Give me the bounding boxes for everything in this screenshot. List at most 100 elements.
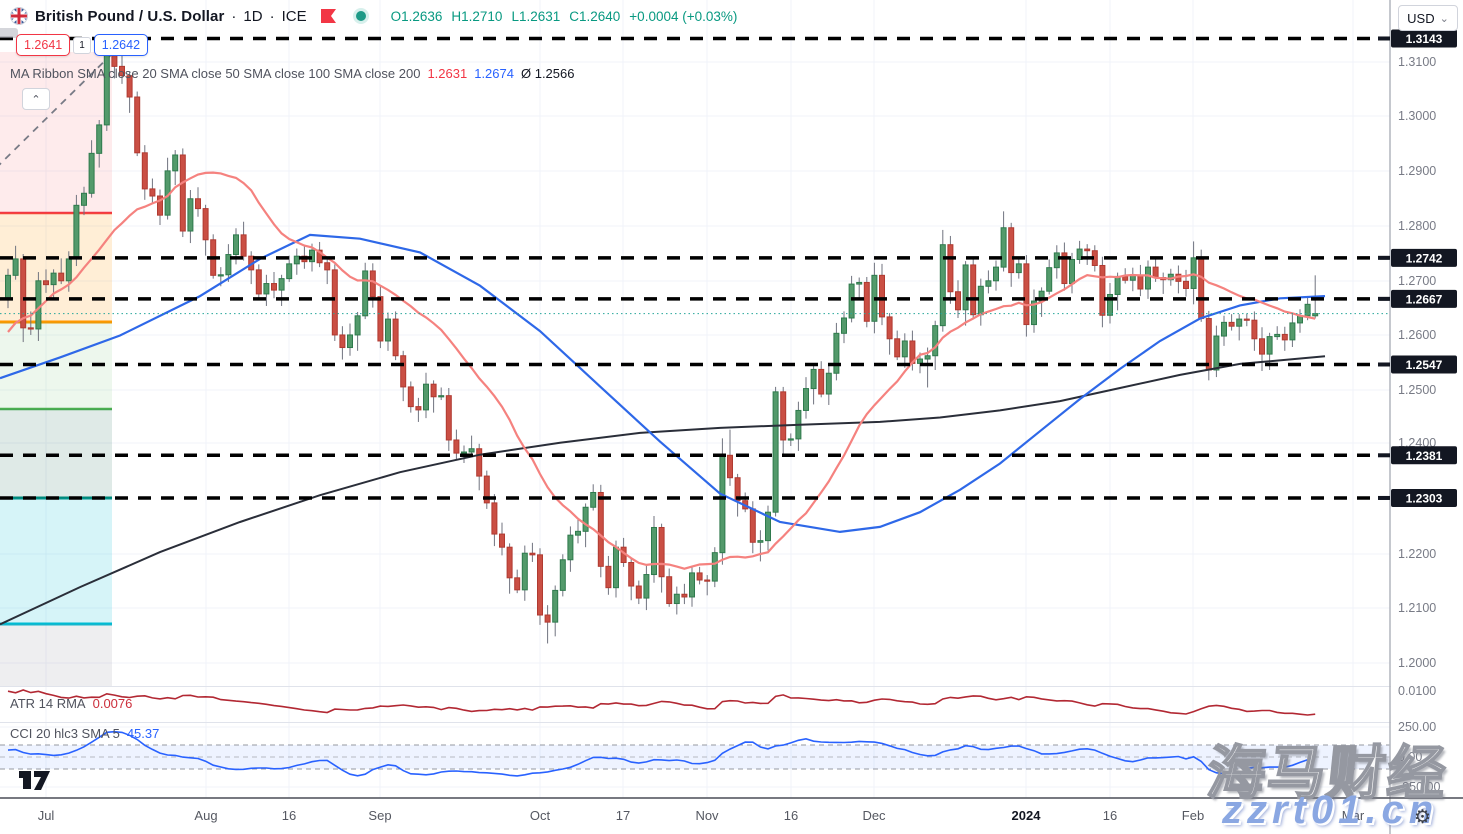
atr-legend[interactable]: ATR 14 RMA 0.0076 [10, 696, 132, 711]
candle[interactable] [681, 593, 688, 598]
candle[interactable] [43, 280, 49, 286]
candle[interactable] [461, 451, 467, 454]
candle[interactable] [499, 533, 505, 548]
candle[interactable] [202, 208, 209, 241]
candle[interactable] [749, 508, 756, 543]
candle[interactable] [567, 534, 574, 561]
candle[interactable] [1015, 263, 1022, 274]
candle[interactable] [347, 334, 353, 349]
sr-zone[interactable] [0, 409, 112, 498]
candle[interactable] [1008, 227, 1015, 274]
candle[interactable] [187, 198, 194, 232]
candle[interactable] [689, 572, 695, 598]
candle[interactable] [65, 258, 72, 282]
candle[interactable] [848, 283, 855, 319]
candle[interactable] [544, 614, 551, 623]
candle[interactable] [476, 448, 483, 477]
candle[interactable] [704, 579, 711, 582]
candle[interactable] [324, 262, 331, 271]
sr-zone[interactable] [0, 213, 112, 322]
candle[interactable] [293, 255, 300, 265]
candle[interactable] [1228, 321, 1235, 327]
toolbar-tab[interactable] [0, 28, 18, 38]
candle[interactable] [985, 280, 992, 287]
candle[interactable] [286, 263, 293, 280]
candle[interactable] [818, 368, 825, 395]
candle[interactable] [787, 438, 794, 441]
sma200-line[interactable] [0, 355, 1326, 626]
candle[interactable] [27, 327, 34, 330]
candle[interactable] [491, 502, 498, 535]
candle[interactable] [727, 454, 733, 479]
candle[interactable] [1274, 333, 1281, 338]
candle[interactable] [58, 272, 65, 282]
candle[interactable] [1183, 280, 1189, 289]
candle[interactable] [1205, 318, 1212, 371]
candle[interactable] [233, 234, 239, 256]
sr-zone[interactable] [0, 624, 112, 686]
candle[interactable] [962, 264, 969, 311]
candle[interactable] [1281, 333, 1288, 341]
candle[interactable] [711, 552, 718, 582]
candle[interactable] [255, 269, 262, 295]
candle[interactable] [1114, 275, 1121, 295]
candle[interactable] [1084, 248, 1091, 252]
settings-gear-icon[interactable]: ⚙ [1414, 807, 1432, 828]
candle[interactable] [141, 152, 148, 190]
candle[interactable] [506, 546, 513, 579]
symbol-legend[interactable]: British Pound / U.S. Dollar · 1D · ICE O… [10, 7, 737, 25]
candle[interactable] [1152, 266, 1159, 279]
candle[interactable] [1137, 274, 1144, 290]
cci-line[interactable] [7, 730, 1316, 779]
candle[interactable] [50, 272, 57, 286]
candle[interactable] [134, 96, 141, 154]
candle[interactable] [1046, 267, 1053, 292]
candle[interactable] [559, 559, 566, 591]
candle[interactable] [537, 554, 543, 616]
candle[interactable] [339, 334, 346, 349]
ma-ribbon-legend[interactable]: MA Ribbon SMA close 20 SMA close 50 SMA … [10, 66, 574, 81]
candle[interactable] [894, 338, 901, 358]
candle[interactable] [12, 258, 19, 276]
candle[interactable] [423, 383, 429, 411]
alert-flag-icon[interactable] [320, 8, 337, 24]
candle[interactable] [780, 391, 787, 441]
candle[interactable] [947, 244, 954, 293]
candle[interactable] [354, 315, 361, 336]
candle[interactable] [1069, 258, 1075, 285]
candle[interactable] [651, 526, 657, 576]
candle[interactable] [825, 372, 832, 395]
candle[interactable] [1023, 263, 1030, 326]
candle[interactable] [445, 395, 452, 441]
candle[interactable] [468, 448, 475, 453]
candle[interactable] [453, 439, 460, 454]
candle[interactable] [582, 506, 589, 532]
candle[interactable] [35, 280, 42, 330]
candle[interactable] [195, 198, 201, 210]
candle[interactable] [939, 244, 946, 327]
candle[interactable] [217, 274, 224, 277]
candle[interactable] [179, 154, 186, 232]
candle[interactable] [81, 192, 87, 206]
candle[interactable] [886, 316, 893, 340]
candle[interactable] [628, 562, 635, 587]
candle[interactable] [803, 388, 809, 411]
candle[interactable] [392, 318, 399, 357]
candle[interactable] [1304, 303, 1311, 317]
price-axis-background[interactable] [1391, 0, 1463, 834]
candle[interactable] [88, 152, 95, 194]
candle[interactable] [126, 75, 133, 98]
candle[interactable] [841, 317, 847, 334]
candle[interactable] [103, 44, 110, 126]
candle[interactable] [271, 283, 277, 291]
candle[interactable] [1213, 335, 1220, 371]
candle[interactable] [552, 589, 559, 623]
candle[interactable] [856, 281, 863, 285]
candle[interactable] [1076, 248, 1083, 260]
candle[interactable] [605, 565, 612, 589]
interval-label[interactable]: 1D [243, 7, 263, 25]
candle[interactable] [483, 475, 490, 504]
cci-legend[interactable]: CCI 20 hlc3 SMA 5 45.37 [10, 726, 159, 741]
candle[interactable] [96, 124, 103, 154]
